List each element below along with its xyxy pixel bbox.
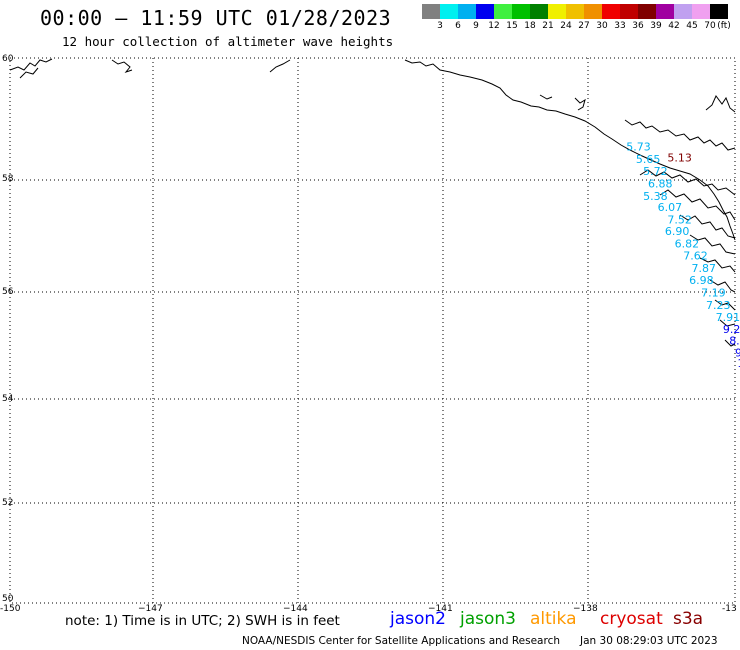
footer-note: note: 1) Time is in UTC; 2) SWH is in fe…: [65, 613, 340, 629]
sat-s3a: s3a: [673, 609, 704, 629]
sat-jason2: jason2: [390, 609, 446, 629]
legend-label: 39: [650, 21, 662, 31]
legend-unit: (ft): [717, 21, 731, 31]
legend-label: 15: [506, 21, 518, 31]
legend-swatch: [422, 4, 440, 19]
lon-label-150: -150: [0, 604, 21, 614]
wave-height-label: 7.62: [683, 249, 708, 262]
legend-swatch: [692, 4, 710, 19]
legend-swatch: [548, 4, 566, 19]
legend-swatch: [530, 4, 548, 19]
coastline: [9, 58, 736, 347]
legend-swatch: [494, 4, 512, 19]
lat-label-52: 52: [2, 498, 13, 508]
lon-label-135: -13: [722, 604, 737, 614]
legend-label: 21: [542, 21, 554, 31]
wave-height-labels: 5.73 5.13 5.655.726.885.386.077.526.906.82…: [626, 140, 740, 370]
lon-label-144: −144: [283, 604, 308, 614]
wave-height-label: 6.90: [665, 225, 690, 238]
page-subtitle: 12 hour collection of altimeter wave hei…: [62, 34, 394, 49]
wave-height-label: 7.91: [716, 311, 740, 324]
map-frame: [9, 57, 736, 604]
wave-height-label: 5.13: [667, 152, 692, 165]
wave-height-label: 6.98: [689, 274, 714, 287]
lon-label-141: −141: [428, 604, 453, 614]
legend-label: 12: [488, 21, 500, 31]
legend-swatch: [584, 4, 602, 19]
wave-height-label: 5.72: [643, 165, 668, 178]
wave-height-label: 5.38: [643, 190, 668, 203]
legend-label: 27: [578, 21, 590, 31]
wave-height-label: 1: [737, 357, 740, 370]
wave-height-label: 6.07: [658, 201, 683, 214]
legend-swatch: [602, 4, 620, 19]
legend-label: 42: [668, 21, 680, 31]
legend-label: 70: [704, 21, 716, 31]
legend-label: 24: [560, 21, 572, 31]
lat-label-50: 50: [2, 594, 14, 604]
sat-altika: altika: [530, 609, 577, 629]
wave-height-label: 7.19: [701, 286, 726, 299]
wave-height-label: 9.: [735, 346, 740, 359]
wave-height-label: 5.73: [626, 140, 651, 153]
wave-height-label: 5.65: [636, 153, 661, 166]
legend-swatches: [422, 4, 730, 19]
map-grid: [10, 58, 735, 603]
tick-labels: 60 58 56 54 52 50 -150 −147 −144 −141 −1…: [0, 54, 737, 614]
legend-swatch: [440, 4, 458, 19]
lon-label-138: −138: [573, 604, 598, 614]
lat-label-56: 56: [2, 287, 14, 297]
legend-swatch: [458, 4, 476, 19]
lat-label-60: 60: [2, 54, 14, 64]
wave-height-label: 6.82: [675, 237, 700, 250]
legend-swatch: [512, 4, 530, 19]
legend-label: 9: [473, 21, 479, 31]
legend-label: 36: [632, 21, 644, 31]
wave-height-label: 6.88: [648, 177, 673, 190]
page-title: 00:00 – 11:59 UTC 01/28/2023: [40, 6, 392, 30]
legend-label: 45: [686, 21, 698, 31]
wave-height-label: 8.5: [729, 334, 740, 347]
wave-height-label: 7.23: [706, 299, 731, 312]
lon-label-147: −147: [138, 604, 163, 614]
legend-swatch: [476, 4, 494, 19]
legend-label: 18: [524, 21, 536, 31]
sat-cryosat: cryosat: [600, 609, 663, 629]
legend-label: 33: [614, 21, 626, 31]
wave-height-label: 7.52: [667, 213, 692, 226]
sat-jason3: jason3: [460, 609, 516, 629]
legend-swatch: [710, 4, 728, 19]
legend-swatch: [656, 4, 674, 19]
legend-label: 30: [596, 21, 608, 31]
wave-height-label: 9.21: [723, 323, 740, 336]
legend-swatch: [620, 4, 638, 19]
credit-line: NOAA/NESDIS Center for Satellite Applica…: [242, 635, 560, 647]
generated-timestamp: Jan 30 08:29:03 UTC 2023: [580, 635, 718, 647]
legend-swatch: [674, 4, 692, 19]
legend-swatch: [638, 4, 656, 19]
legend-label: 6: [455, 21, 461, 31]
color-legend: 3 6 9 12 15 18 21 24 27 30 33 36 39 42 45 70 (ft): [422, 4, 731, 36]
legend-swatch: [566, 4, 584, 19]
lat-label-54: 54: [2, 394, 14, 404]
wave-height-label: 7.87: [692, 262, 717, 275]
legend-labels: 3 6 9 12 15 18 21 24 27 30 33 36 39 42 45 70 (ft): [422, 19, 731, 33]
lat-label-58: 58: [2, 174, 14, 184]
legend-label: 3: [437, 21, 443, 31]
